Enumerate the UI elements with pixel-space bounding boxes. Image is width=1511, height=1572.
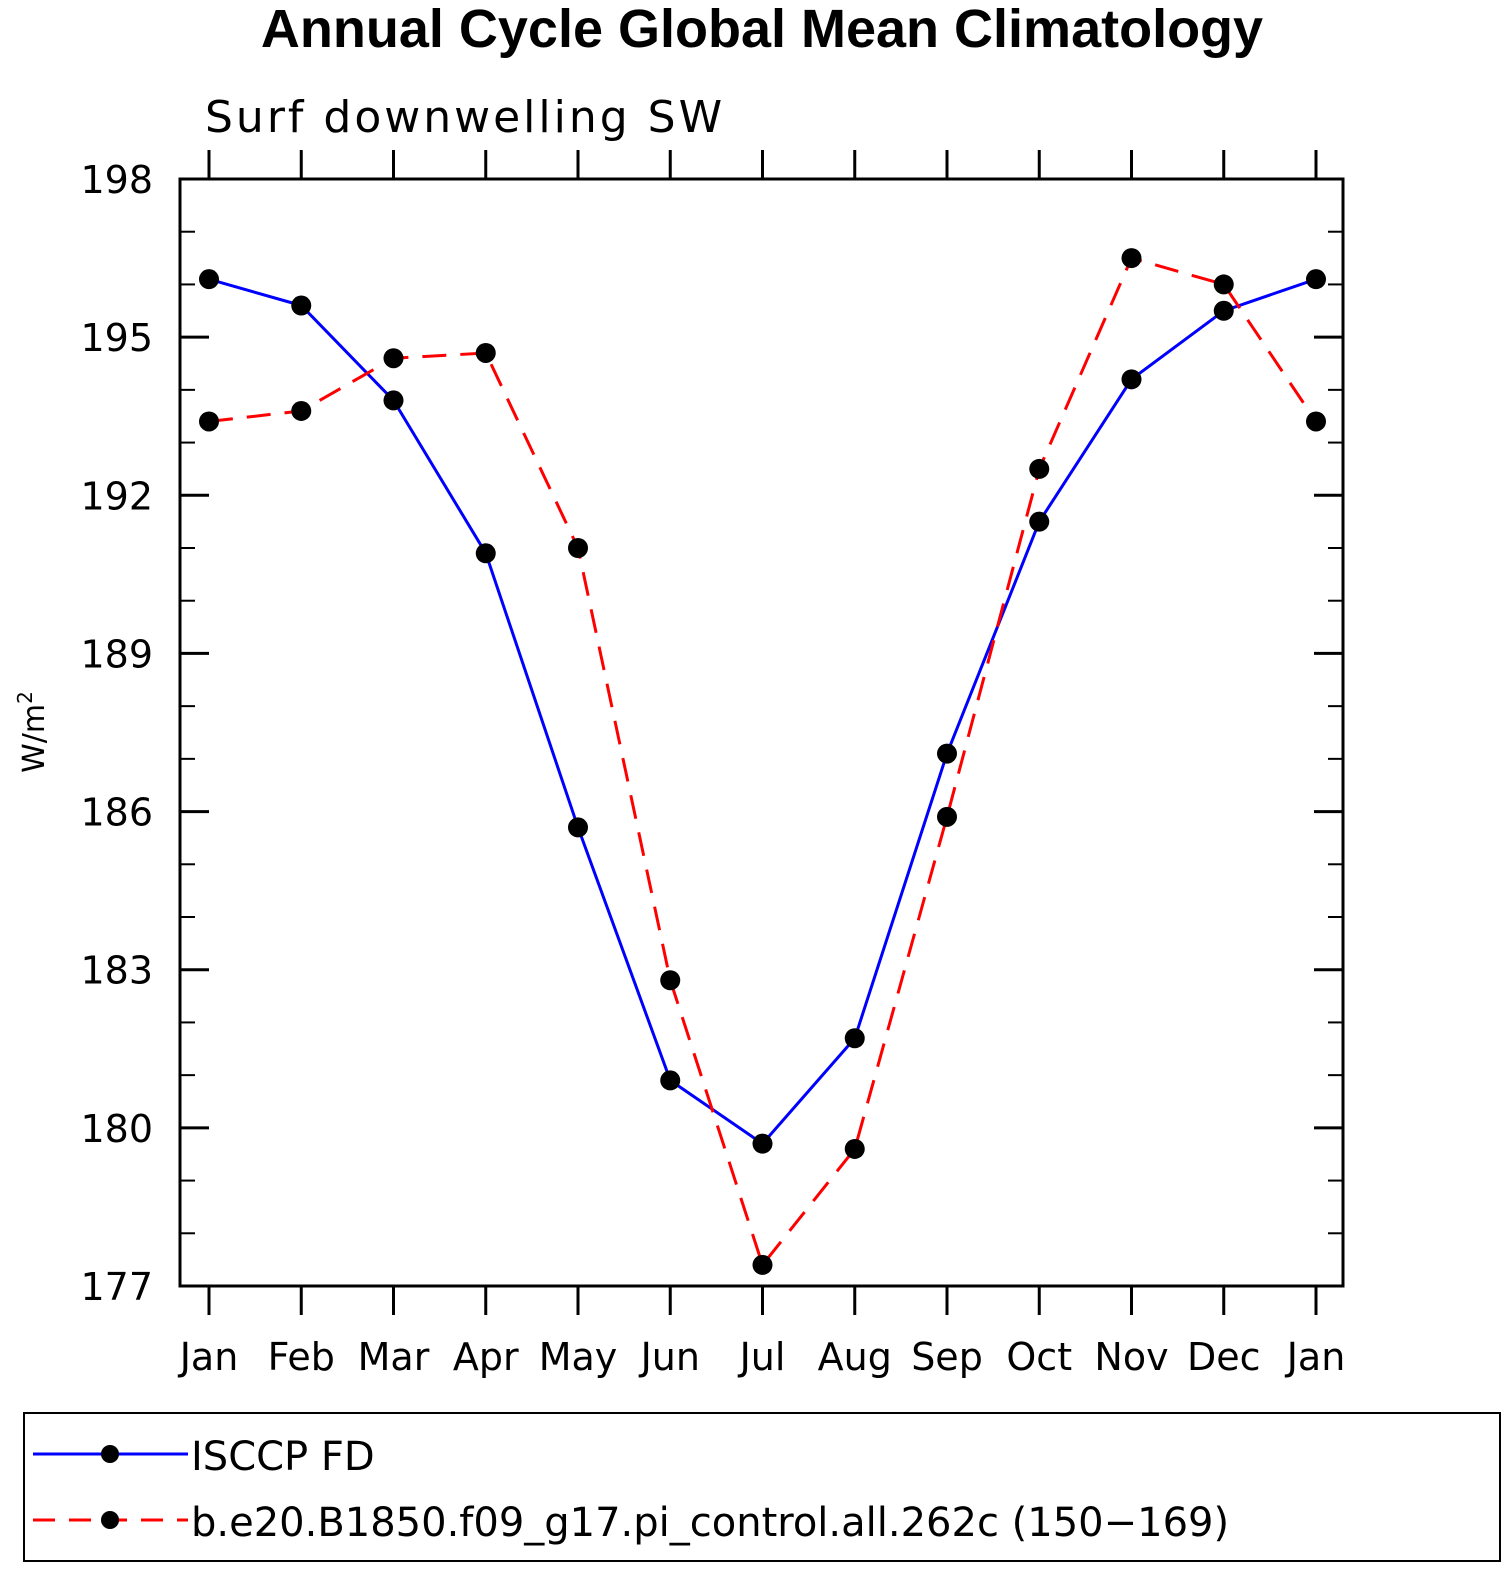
y-axis-label-unit: W/m <box>17 704 52 773</box>
y-tick-label: 192 <box>80 474 153 518</box>
legend-box <box>23 1412 1501 1562</box>
data-point-isccp <box>475 543 496 564</box>
data-point-model <box>660 970 681 991</box>
y-tick-label: 186 <box>80 791 153 835</box>
x-tick-label: May <box>539 1335 618 1379</box>
x-tick-label: Jan <box>178 1335 239 1379</box>
x-tick-label: Mar <box>358 1335 430 1379</box>
data-point-isccp <box>199 269 219 290</box>
x-tick-label: Aug <box>818 1335 892 1379</box>
y-tick-label: 180 <box>80 1107 153 1151</box>
data-point-model <box>1029 458 1050 479</box>
data-point-model <box>475 342 496 363</box>
y-tick-label: 183 <box>80 949 153 993</box>
data-point-isccp <box>383 390 404 411</box>
legend-label-isccp: ISCCP FD <box>191 1434 375 1480</box>
data-point-model <box>1213 274 1234 295</box>
data-point-isccp <box>937 743 957 764</box>
data-point-model <box>752 1254 773 1275</box>
x-tick-label: Jan <box>1285 1335 1346 1379</box>
data-point-isccp <box>844 1028 865 1049</box>
series-layer <box>199 248 1326 1275</box>
data-point-model <box>383 348 404 369</box>
plot-frame <box>178 177 1345 1288</box>
x-tick-label: Nov <box>1094 1335 1168 1379</box>
legend: ISCCP FD b.e20.B1850.f09_g17.pi_control.… <box>23 1412 1501 1562</box>
x-tick-label: Jun <box>639 1335 700 1379</box>
y-axis-label-superscript: 2 <box>13 691 37 704</box>
y-tick-label: 195 <box>80 316 153 360</box>
legend-marker-model <box>101 1511 119 1529</box>
data-point-model <box>1306 411 1326 432</box>
axes: Jan Feb Mar Apr May Jun Jul Aug Sep Oct Nov Dec Jan 1… <box>80 150 1345 1379</box>
data-point-isccp <box>752 1133 773 1154</box>
data-point-model <box>291 400 312 421</box>
data-point-isccp <box>1213 300 1234 321</box>
data-point-isccp <box>568 817 588 838</box>
y-axis-label: W/m2 <box>13 691 52 773</box>
data-point-model <box>199 411 219 432</box>
data-point-model <box>1121 248 1142 269</box>
data-point-model <box>937 806 957 827</box>
x-tick-label: Jul <box>738 1335 786 1379</box>
chart-title: Annual Cycle Global Mean Climatology <box>261 0 1263 59</box>
y-tick-label: 189 <box>80 632 153 676</box>
x-tick-label: Feb <box>268 1335 335 1379</box>
data-point-model <box>568 538 588 558</box>
chart-subtitle: Surf downwelling SW <box>205 92 725 143</box>
data-point-isccp <box>1029 511 1050 532</box>
data-point-isccp <box>291 295 312 316</box>
x-tick-label: Sep <box>911 1335 983 1379</box>
data-point-model <box>844 1138 865 1159</box>
x-tick-label: Apr <box>453 1335 519 1379</box>
x-tick-label: Dec <box>1187 1335 1261 1379</box>
legend-marker-isccp <box>101 1445 119 1463</box>
y-tick-label: 198 <box>80 158 153 202</box>
y-tick-label: 177 <box>80 1265 153 1309</box>
x-tick-label: Oct <box>1006 1335 1072 1379</box>
legend-label-model: b.e20.B1850.f09_g17.pi_control.all.262c … <box>191 1500 1229 1546</box>
data-point-isccp <box>1121 369 1142 390</box>
data-point-isccp <box>660 1070 681 1091</box>
series-line-model <box>208 256 1318 1269</box>
data-point-isccp <box>1306 269 1326 290</box>
series-line-isccp <box>208 277 1317 1146</box>
